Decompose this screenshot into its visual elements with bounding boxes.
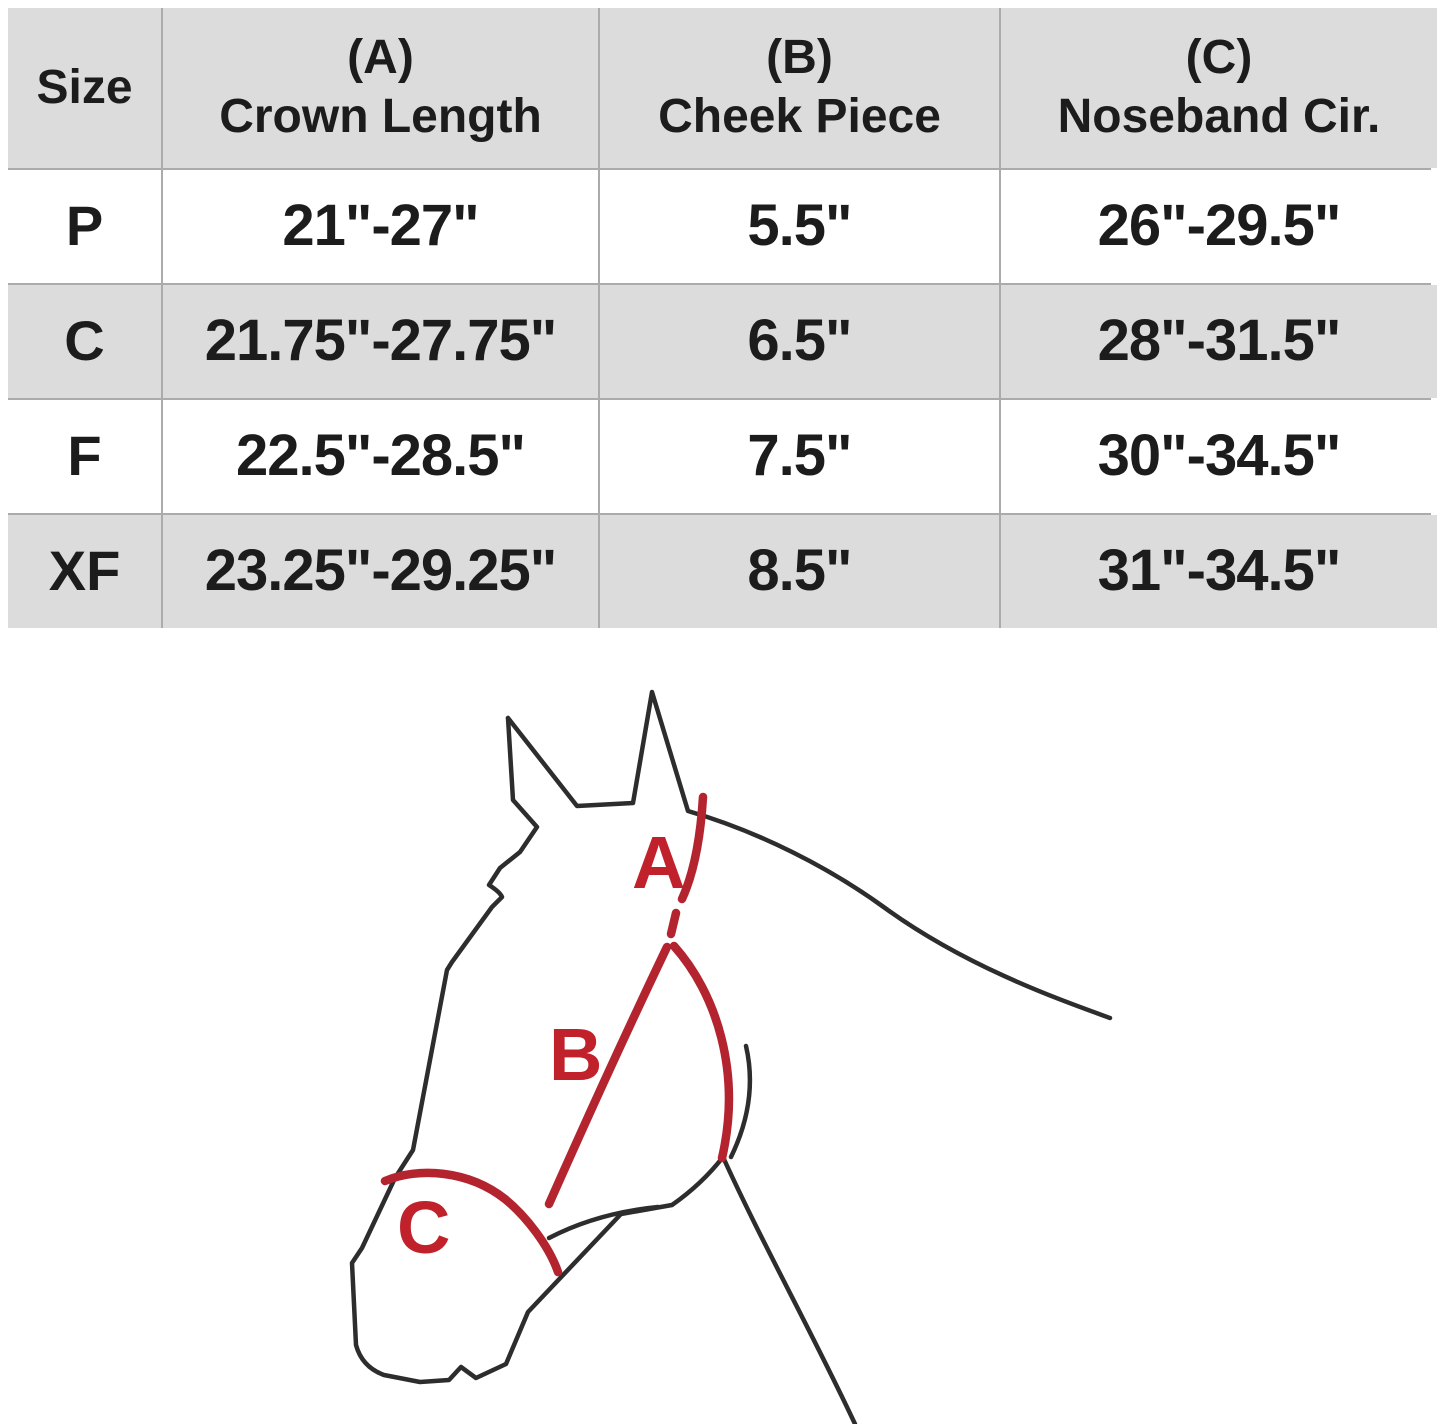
row-p-crown: 21"-27"	[163, 170, 598, 283]
halter-straps	[380, 792, 734, 1277]
halter-jowl-strap-path	[669, 941, 734, 1163]
row-p-cheek: 5.5"	[600, 170, 999, 283]
row-c-noseband: 28"-31.5"	[1001, 285, 1437, 398]
horse-ears-neck-path	[505, 689, 1113, 1021]
col-header-noseband-cir: (C) Noseband Cir.	[1001, 8, 1437, 168]
col-header-size: Size	[8, 8, 161, 168]
row-xf-size: XF	[8, 515, 161, 628]
row-f-noseband: 30"-34.5"	[1001, 400, 1437, 513]
label-c-noseband: C	[397, 1186, 450, 1269]
row-xf-noseband: 31"-34.5"	[1001, 515, 1437, 628]
row-p-noseband: 26"-29.5"	[1001, 170, 1437, 283]
row-c-size: C	[8, 285, 161, 398]
col-header-crown-length: (A) Crown Length	[163, 8, 598, 168]
row-xf-crown: 23.25"-29.25"	[163, 515, 598, 628]
size-table: Size (A) Crown Length (B) Cheek Piece (C…	[8, 8, 1437, 628]
horse-mouth-path	[546, 1204, 661, 1241]
halter-crown-strap-lower-path	[666, 908, 681, 939]
col-header-cheek-piece: (B) Cheek Piece	[600, 8, 999, 168]
row-f-size: F	[8, 400, 161, 513]
horse-jowl-path	[728, 1043, 753, 1160]
measurement-labels: A B C	[397, 821, 685, 1269]
halter-crown-strap-path	[677, 792, 708, 904]
row-c-crown: 21.75"-27.75"	[163, 285, 598, 398]
label-a-crown: A	[632, 821, 685, 904]
label-b-cheek: B	[549, 1013, 602, 1096]
row-f-cheek: 7.5"	[600, 400, 999, 513]
halter-cheek-strap-path	[544, 942, 672, 1209]
row-c-cheek: 6.5"	[600, 285, 999, 398]
horse-face-jaw-path	[349, 715, 858, 1424]
col-header-size-label: Size	[36, 60, 133, 114]
horse-outline	[349, 689, 1113, 1424]
row-f-crown: 22.5"-28.5"	[163, 400, 598, 513]
row-p-size: P	[8, 170, 161, 283]
halter-noseband-path	[380, 1168, 563, 1277]
row-xf-cheek: 8.5"	[600, 515, 999, 628]
